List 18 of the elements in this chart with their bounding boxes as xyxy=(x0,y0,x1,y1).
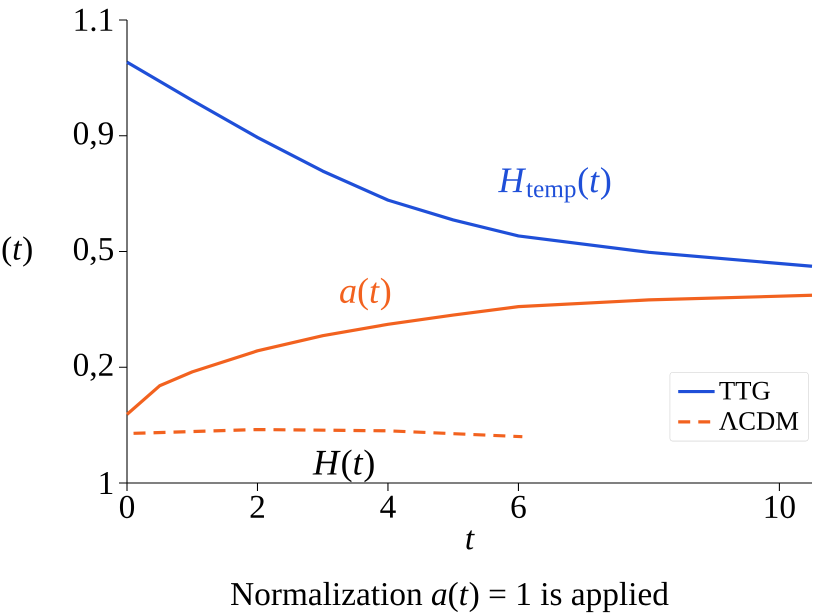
legend-label: ΛCDM xyxy=(719,412,798,430)
y-axis-title: (t) xyxy=(2,236,32,267)
annotation: H$_{temp}$(t) xyxy=(498,167,610,202)
text: 1 xyxy=(100,472,112,494)
x-tick-label: 0 xyxy=(120,496,134,518)
x-axis-title: t xyxy=(466,530,475,550)
annotation: a(t) xyxy=(340,278,390,310)
x-tick-label: 6 xyxy=(512,496,526,518)
text: 1.1 xyxy=(76,8,112,32)
x-tick-label: 4 xyxy=(380,496,396,518)
x-tick-label: 2 xyxy=(250,496,264,518)
annotation: H(t) xyxy=(312,450,374,482)
legend-label: TTG xyxy=(719,382,770,400)
text: 0,2 xyxy=(74,354,112,381)
text: Normalization a(t) = 1 is applied xyxy=(231,582,669,612)
text: 0,9 xyxy=(74,122,113,150)
x-tick-label: 10 xyxy=(766,496,795,518)
text: 0,5 xyxy=(74,238,113,266)
